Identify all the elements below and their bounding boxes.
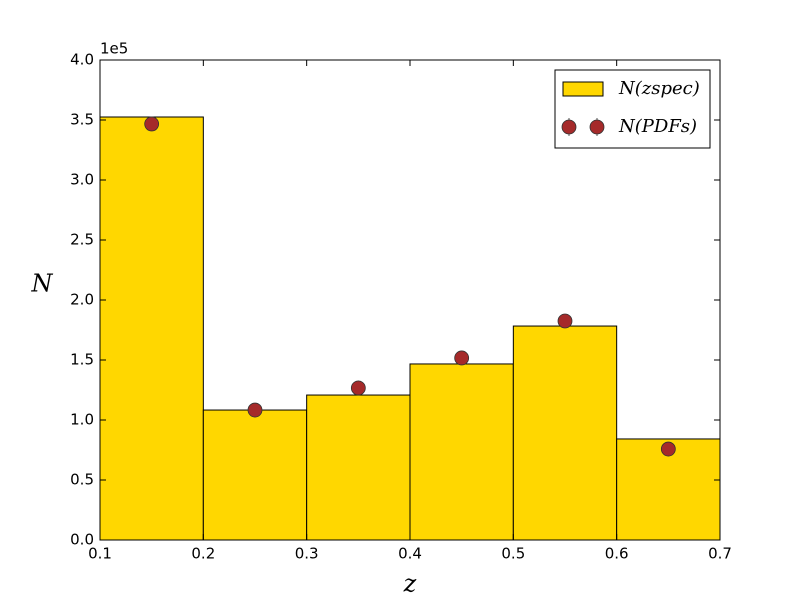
y-tick-label: 1.5 bbox=[70, 351, 94, 369]
y-tick-label: 2.0 bbox=[70, 291, 94, 309]
data-point bbox=[454, 350, 470, 366]
y-tick-label: 1.0 bbox=[70, 411, 94, 429]
data-point bbox=[660, 441, 676, 457]
y-tick-label: 4.0 bbox=[70, 51, 94, 69]
x-tick-label: 0.4 bbox=[398, 545, 422, 563]
histogram-bar bbox=[306, 394, 411, 541]
data-point bbox=[144, 116, 160, 132]
x-tick-label: 0.3 bbox=[295, 545, 319, 563]
y-axis-label: N bbox=[31, 270, 54, 298]
y-tick-label: 0.5 bbox=[70, 471, 94, 489]
x-axis-label: z bbox=[403, 570, 417, 598]
x-tick-label: 0.5 bbox=[501, 545, 525, 563]
y-tick-label: 3.0 bbox=[70, 171, 94, 189]
histogram-bar bbox=[99, 116, 204, 541]
y-offset-label: 1e5 bbox=[100, 40, 128, 58]
x-tick-label: 0.2 bbox=[191, 545, 215, 563]
legend-marker bbox=[589, 119, 605, 135]
x-tick-label: 0.1 bbox=[88, 545, 112, 563]
histogram-bar bbox=[202, 409, 308, 541]
legend-label: N(zspec) bbox=[618, 78, 700, 99]
legend-marker bbox=[561, 119, 577, 135]
x-tick-label: 0.6 bbox=[605, 545, 629, 563]
histogram-bar bbox=[512, 325, 618, 541]
legend-swatch bbox=[562, 81, 604, 97]
data-point bbox=[350, 380, 366, 396]
y-tick-label: 0.0 bbox=[70, 531, 94, 549]
y-tick-label: 2.5 bbox=[70, 231, 94, 249]
data-point bbox=[247, 402, 263, 418]
legend-label: N(PDFs) bbox=[618, 116, 697, 137]
x-tick-label: 0.7 bbox=[708, 545, 732, 563]
histogram-bar bbox=[409, 363, 514, 541]
y-tick-label: 3.5 bbox=[70, 111, 94, 129]
data-point bbox=[557, 313, 573, 329]
